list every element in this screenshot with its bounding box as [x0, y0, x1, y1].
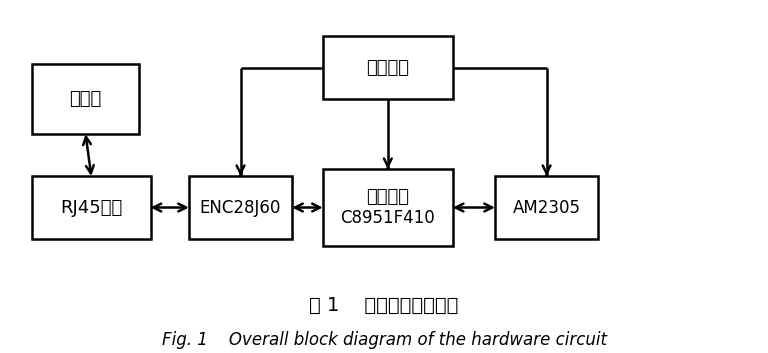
FancyBboxPatch shape — [32, 64, 139, 134]
Text: C8951F410: C8951F410 — [340, 209, 435, 227]
Text: 图 1    硬件电路总体框图: 图 1 硬件电路总体框图 — [310, 296, 458, 315]
Text: 电源模块: 电源模块 — [366, 59, 409, 77]
Text: AM2305: AM2305 — [512, 198, 581, 216]
FancyBboxPatch shape — [189, 176, 292, 239]
FancyBboxPatch shape — [495, 176, 598, 239]
Text: ENC28J60: ENC28J60 — [200, 198, 281, 216]
Text: 主控芯片: 主控芯片 — [366, 188, 409, 206]
Text: Fig. 1    Overall block diagram of the hardware circuit: Fig. 1 Overall block diagram of the hard… — [161, 331, 607, 349]
Text: RJ45接口: RJ45接口 — [60, 198, 122, 216]
FancyBboxPatch shape — [323, 36, 453, 99]
FancyBboxPatch shape — [323, 169, 453, 246]
Text: 上位机: 上位机 — [69, 90, 101, 108]
FancyBboxPatch shape — [32, 176, 151, 239]
